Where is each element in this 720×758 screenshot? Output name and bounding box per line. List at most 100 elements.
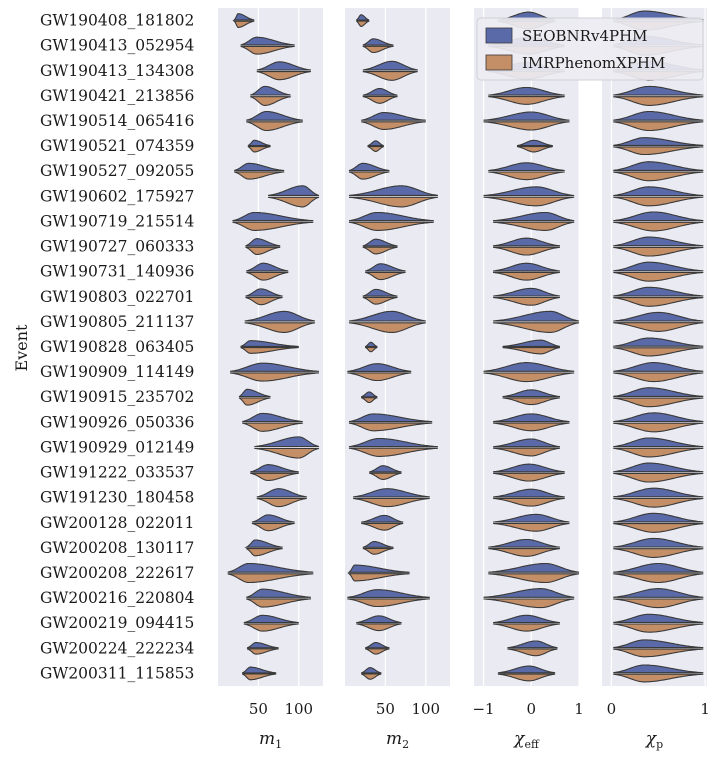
violin-upper: [362, 87, 398, 96]
panel-background: [474, 8, 579, 686]
violin-upper: [245, 238, 281, 247]
violin-lower: [244, 322, 316, 333]
violin-upper: [241, 666, 277, 674]
violin-lower: [245, 246, 281, 256]
x-axis-label: m1: [259, 729, 282, 751]
violin-upper: [613, 85, 704, 96]
event-label: GW190408_181802: [40, 12, 194, 30]
event-label: GW200128_022011: [40, 514, 194, 532]
violin-upper: [227, 562, 314, 573]
violin-upper: [613, 613, 704, 623]
violin-upper: [247, 139, 271, 147]
event-label: GW190805_211137: [40, 313, 194, 331]
violin-lower: [256, 71, 311, 81]
violin-upper: [613, 261, 704, 272]
violin-upper: [483, 111, 570, 121]
violin-lower: [361, 121, 426, 130]
violin-lower: [364, 648, 390, 655]
violin-lower: [348, 196, 438, 208]
violin-upper: [497, 665, 556, 674]
violin-upper: [613, 286, 704, 297]
violin-upper: [362, 38, 394, 46]
violin-lower: [241, 673, 277, 681]
violin-lower: [230, 372, 320, 382]
violin-upper: [502, 389, 560, 398]
violin-upper: [483, 588, 575, 598]
violin-upper: [613, 161, 704, 171]
violin-lower: [613, 673, 704, 683]
violin-upper: [251, 514, 295, 523]
violin-upper: [493, 413, 570, 423]
violin-upper: [246, 262, 289, 272]
violin-lower: [497, 673, 556, 682]
panel: 0 1 χp: [602, 8, 710, 751]
violin-lower: [245, 296, 283, 306]
violin-upper: [613, 311, 704, 322]
violin-upper: [246, 641, 279, 649]
tick-label: 0: [526, 700, 536, 718]
violin-lower: [502, 397, 560, 406]
violin-lower: [613, 648, 704, 658]
violin-lower: [502, 347, 560, 355]
legend-swatch: [485, 54, 513, 71]
violin-upper: [493, 237, 560, 247]
event-label: GW191230_180458: [40, 489, 194, 507]
violin-upper: [361, 391, 378, 398]
violin-lower: [613, 246, 704, 257]
violin-lower: [268, 196, 320, 208]
violin-lower: [369, 472, 402, 480]
event-label: GW190413_134308: [40, 62, 194, 80]
violin-upper: [230, 362, 320, 372]
violin-lower: [246, 121, 303, 132]
violin-lower: [367, 146, 384, 152]
violin-upper: [365, 263, 406, 272]
violin-lower: [613, 196, 704, 207]
violin-lower: [361, 673, 382, 680]
violin-lower: [613, 422, 704, 433]
legend-entry: SEOBNRv4PHM: [522, 27, 648, 45]
violin-upper: [488, 86, 565, 96]
violin-lower: [238, 397, 271, 406]
violin-upper: [493, 614, 560, 624]
event-label: GW200216_220804: [40, 589, 195, 607]
violin-lower: [613, 573, 704, 584]
violin-upper: [613, 512, 704, 523]
violin-lower: [488, 548, 560, 557]
tick-label: 50: [249, 700, 268, 718]
violin-lower: [361, 397, 378, 404]
violin-lower: [256, 497, 307, 508]
violin-lower: [362, 45, 394, 54]
violin-upper: [613, 137, 704, 146]
violin-upper: [613, 588, 704, 598]
violin-upper: [242, 412, 303, 423]
violin-upper: [362, 60, 418, 71]
violin-lower: [483, 196, 575, 207]
event-label: GW190727_060333: [40, 238, 194, 256]
violin-lower: [493, 246, 560, 256]
y-axis-label: Event: [12, 324, 31, 371]
violin-upper: [365, 641, 390, 649]
violin-lower: [483, 372, 575, 383]
legend-swatch: [485, 27, 513, 44]
x-axis-label: m2: [386, 729, 409, 751]
violin-upper: [246, 588, 311, 598]
violin-lower: [250, 472, 299, 482]
violin-lower: [356, 20, 370, 27]
violin-lower: [347, 598, 430, 608]
violin-upper: [367, 140, 384, 147]
legend-entry: IMRPhenomXPHM: [522, 54, 665, 72]
violin-upper: [361, 112, 426, 121]
violin-upper: [613, 387, 704, 397]
violin-lower: [348, 422, 433, 432]
violin-lower: [361, 522, 404, 531]
violin-upper: [254, 436, 320, 448]
violin-lower: [232, 221, 314, 231]
violin-upper: [493, 488, 565, 498]
violin-upper: [493, 513, 570, 523]
violin-lower: [251, 522, 295, 532]
violin-upper: [613, 236, 704, 247]
violin-lower: [488, 171, 565, 181]
violin-upper: [250, 464, 299, 473]
event-label: GW190521_074359: [40, 137, 194, 155]
panel-background: [602, 8, 707, 686]
